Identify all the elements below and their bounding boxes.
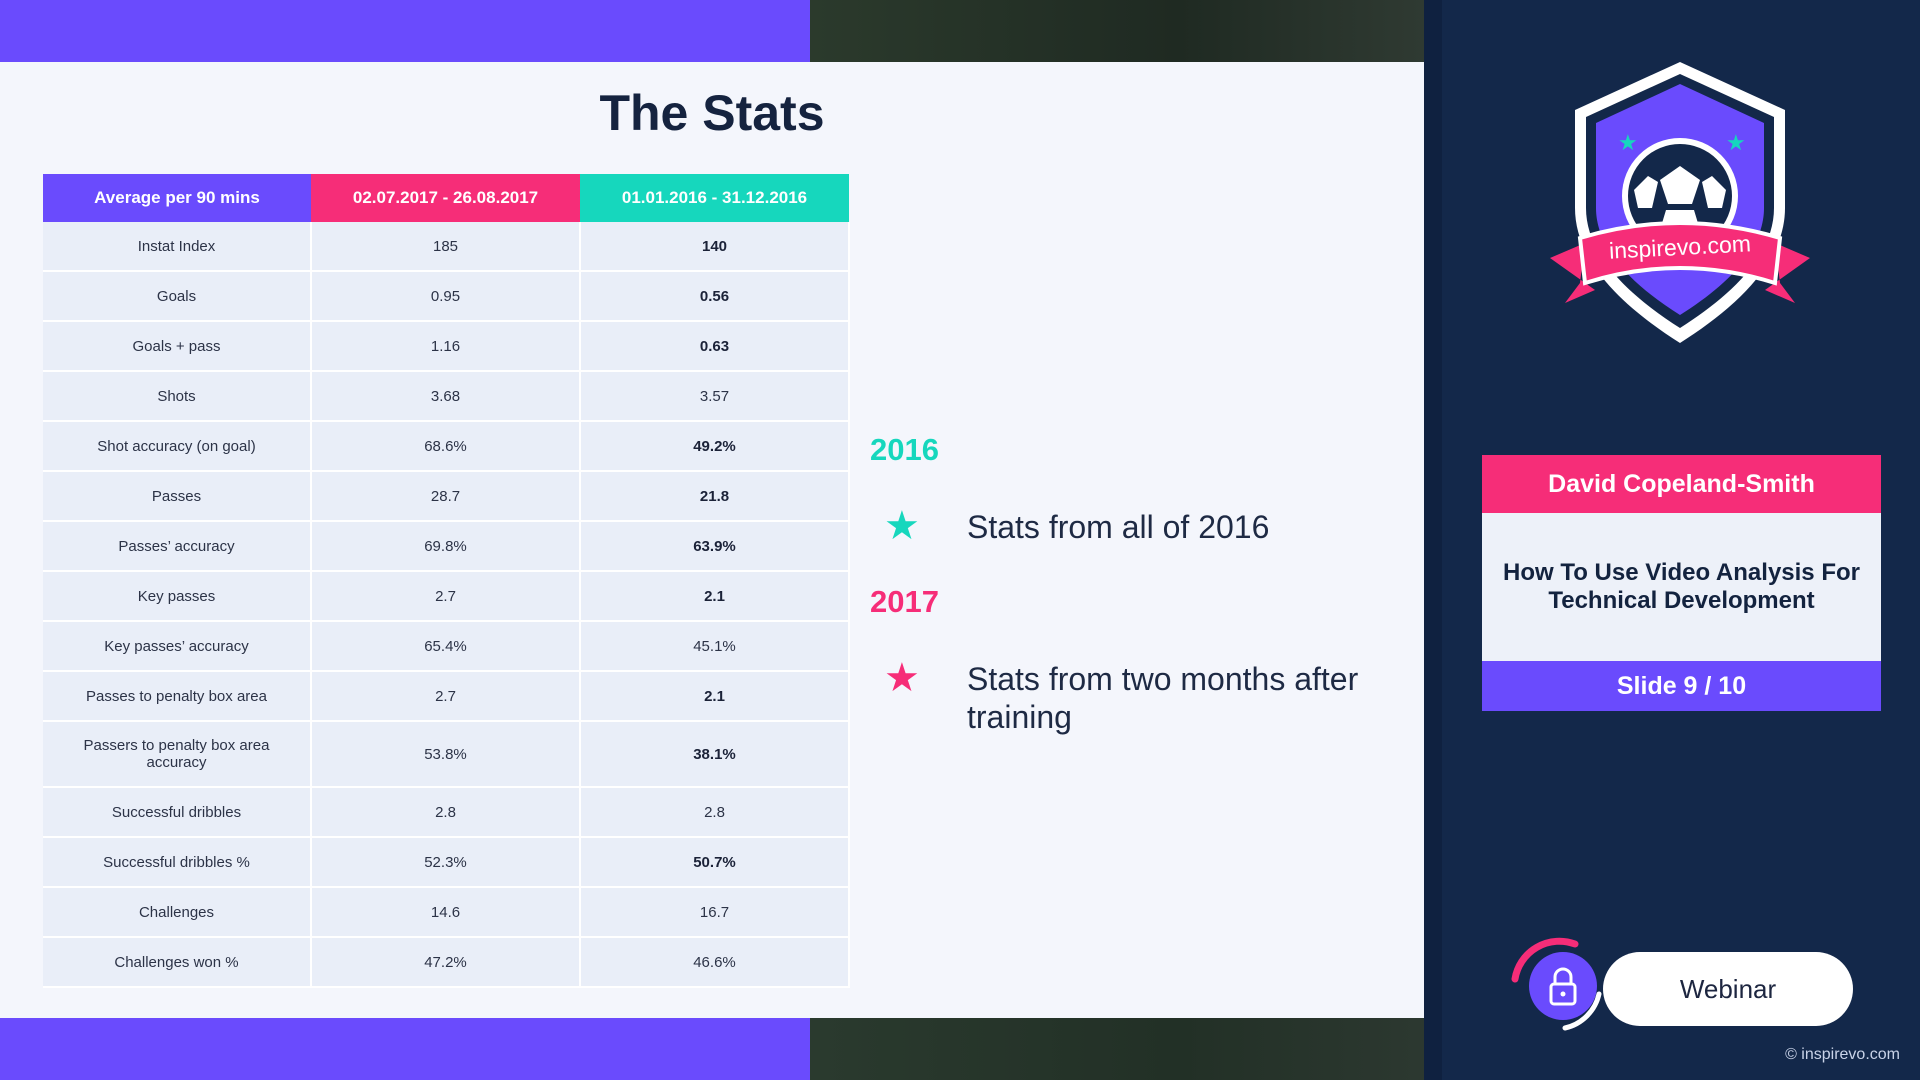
value-2017-cell: 185 [311, 222, 581, 272]
club-badge-logo: ★ ★ [1550, 62, 1810, 343]
top-banner-purple [0, 0, 810, 62]
value-2016-cell: 16.7 [580, 887, 850, 938]
value-2017-cell: 69.8% [311, 521, 581, 572]
slide-title: The Stats [599, 85, 825, 141]
table-row: Successful dribbles % 52.3% 50.7% [43, 837, 850, 888]
table-row: Challenges 14.6 16.7 [43, 887, 850, 938]
webinar-button[interactable]: Webinar [1603, 952, 1853, 1026]
table-row: Passes 28.7 21.8 [43, 471, 850, 522]
value-2016-cell: 0.63 [580, 321, 850, 372]
value-2017-cell: 14.6 [311, 887, 581, 938]
stats-table: Average per 90 mins 02.07.2017 - 26.08.2… [43, 174, 850, 988]
stats-table-body: Instat Index 185 140 Goals 0.95 0.56 Goals + p… [43, 222, 850, 988]
metric-cell: Instat Index [43, 222, 312, 272]
value-2016-cell: 3.57 [580, 371, 850, 422]
metric-cell: Successful dribbles % [43, 837, 312, 888]
legend-text-2016: Stats from all of 2016 [967, 509, 1270, 545]
value-2016-cell: 38.1% [580, 721, 850, 788]
bottom-banner-photo [810, 1018, 1424, 1080]
table-row: Instat Index 185 140 [43, 222, 850, 272]
legend-year-2017: 2017 [870, 584, 939, 619]
table-row: Key passes’ accuracy 65.4% 45.1% [43, 621, 850, 672]
header-2017-period: 02.07.2017 - 26.08.2017 [311, 174, 580, 222]
legend-text-2017: Stats from two months after training [967, 661, 1359, 735]
metric-cell: Passes to penalty box area [43, 671, 312, 722]
value-2017-cell: 53.8% [311, 721, 581, 788]
svg-text:★: ★ [1618, 130, 1638, 155]
metric-cell: Key passes [43, 571, 312, 622]
svg-text:★: ★ [1726, 130, 1746, 155]
metric-cell: Passes [43, 471, 312, 522]
value-2016-cell: 2.1 [580, 671, 850, 722]
slide-counter: Slide 9 / 10 [1482, 661, 1881, 711]
table-header-row: Average per 90 mins 02.07.2017 - 26.08.2… [43, 174, 849, 222]
header-metric: Average per 90 mins [43, 174, 311, 222]
value-2017-cell: 47.2% [311, 937, 581, 988]
star-icon: ★ [884, 656, 920, 700]
value-2017-cell: 1.16 [311, 321, 581, 372]
value-2016-cell: 46.6% [580, 937, 850, 988]
value-2016-cell: 0.56 [580, 271, 850, 322]
value-2016-cell: 21.8 [580, 471, 850, 522]
value-2016-cell: 45.1% [580, 621, 850, 672]
table-row: Passes’ accuracy 69.8% 63.9% [43, 521, 850, 572]
metric-cell: Challenges won % [43, 937, 312, 988]
metric-cell: Key passes’ accuracy [43, 621, 312, 672]
table-row: Key passes 2.7 2.1 [43, 571, 850, 622]
table-row: Challenges won % 47.2% 46.6% [43, 937, 850, 988]
presenter-name: David Copeland-Smith [1482, 455, 1881, 513]
metric-cell: Goals + pass [43, 321, 312, 372]
metric-cell: Passes’ accuracy [43, 521, 312, 572]
divider-strip [1424, 0, 1442, 1080]
copyright-text: © inspirevo.com [1785, 1046, 1900, 1063]
header-2016-period: 01.01.2016 - 31.12.2016 [580, 174, 849, 222]
value-2016-cell: 2.8 [580, 787, 850, 838]
talk-title: How To Use Video Analysis For Technical … [1482, 513, 1881, 661]
slide-canvas: The Stats Average per 90 mins 02.07.2017… [0, 0, 1424, 1080]
value-2016-cell: 63.9% [580, 521, 850, 572]
value-2017-cell: 2.7 [311, 571, 581, 622]
value-2017-cell: 2.8 [311, 787, 581, 838]
metric-cell: Successful dribbles [43, 787, 312, 838]
table-row: Shot accuracy (on goal) 68.6% 49.2% [43, 421, 850, 472]
table-row: Successful dribbles 2.8 2.8 [43, 787, 850, 838]
value-2016-cell: 50.7% [580, 837, 850, 888]
table-row: Goals + pass 1.16 0.63 [43, 321, 850, 372]
value-2017-cell: 2.7 [311, 671, 581, 722]
value-2017-cell: 68.6% [311, 421, 581, 472]
table-row: Passes to penalty box area 2.7 2.1 [43, 671, 850, 722]
value-2016-cell: 2.1 [580, 571, 850, 622]
value-2016-cell: 49.2% [580, 421, 850, 472]
top-banner-photo [810, 0, 1424, 62]
value-2017-cell: 0.95 [311, 271, 581, 322]
value-2016-cell: 140 [580, 222, 850, 272]
metric-cell: Challenges [43, 887, 312, 938]
value-2017-cell: 65.4% [311, 621, 581, 672]
value-2017-cell: 3.68 [311, 371, 581, 422]
value-2017-cell: 28.7 [311, 471, 581, 522]
table-row: Goals 0.95 0.56 [43, 271, 850, 322]
metric-cell: Passers to penalty box area accuracy [43, 721, 312, 788]
webinar-info-card: David Copeland-Smith How To Use Video An… [1482, 455, 1881, 711]
table-row: Shots 3.68 3.57 [43, 371, 850, 422]
metric-cell: Goals [43, 271, 312, 322]
lock-icon [1511, 937, 1602, 1031]
bottom-banner-purple [0, 1018, 810, 1080]
star-icon: ★ [884, 504, 920, 548]
value-2017-cell: 52.3% [311, 837, 581, 888]
metric-cell: Shots [43, 371, 312, 422]
metric-cell: Shot accuracy (on goal) [43, 421, 312, 472]
legend-year-2016: 2016 [870, 432, 939, 467]
table-row: Passers to penalty box area accuracy 53.8… [43, 721, 850, 788]
